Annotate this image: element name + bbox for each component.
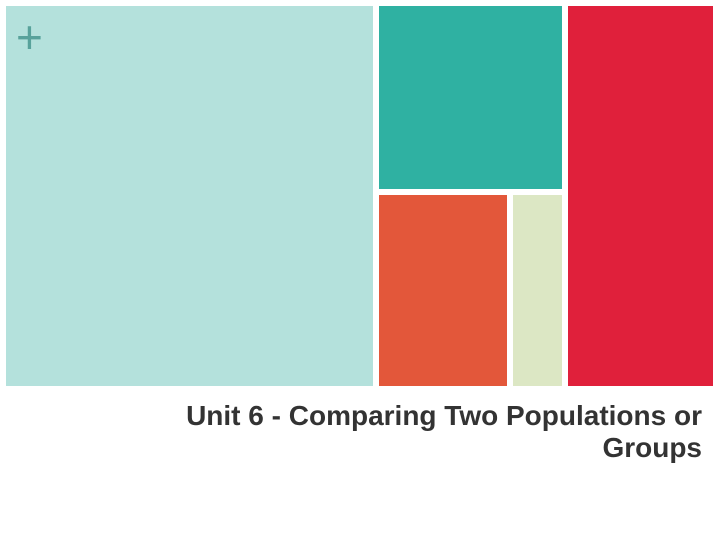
plus-icon: + [16, 14, 43, 60]
block-top-right [568, 6, 713, 386]
slide: + Unit 6 - Comparing Two Populations or … [0, 0, 720, 540]
block-top-mid [379, 6, 562, 189]
block-top-left [6, 6, 373, 386]
block-bottom-mid-r [513, 195, 562, 386]
slide-title: Unit 6 - Comparing Two Populations or Gr… [126, 400, 702, 464]
block-bottom-mid-l [379, 195, 507, 386]
